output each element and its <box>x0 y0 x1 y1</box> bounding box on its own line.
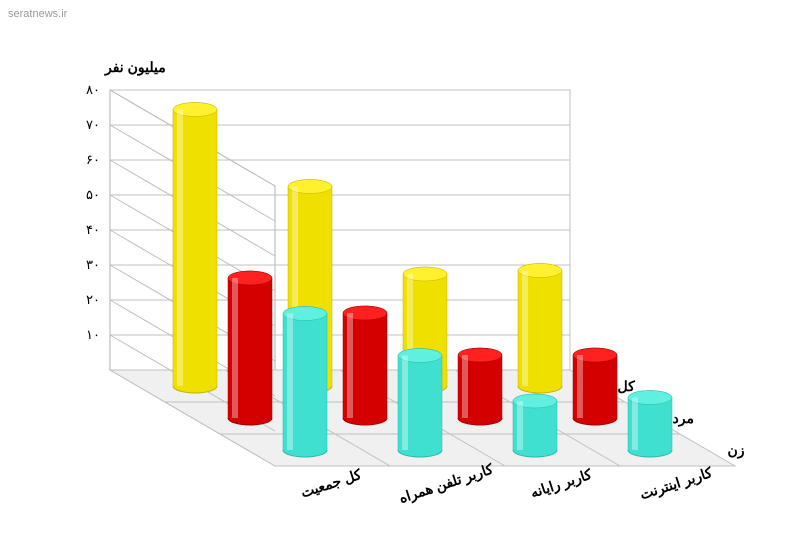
svg-text:۱۰: ۱۰ <box>86 327 100 342</box>
svg-text:۶۰: ۶۰ <box>86 152 100 167</box>
svg-text:۸۰: ۸۰ <box>86 82 100 97</box>
svg-text:مرد: مرد <box>673 410 694 427</box>
svg-text:زن: زن <box>728 442 745 459</box>
watermark: seratnews.ir <box>8 8 67 20</box>
svg-text:۵۰: ۵۰ <box>86 187 100 202</box>
svg-text:کل جمعیت: کل جمعیت <box>299 466 364 501</box>
svg-text:۲۰: ۲۰ <box>86 292 100 307</box>
svg-text:۷۰: ۷۰ <box>86 117 100 132</box>
svg-text:کاربر اینترنت: کاربر اینترنت <box>638 464 715 503</box>
svg-text:۴۰: ۴۰ <box>86 222 100 237</box>
svg-text:۳۰: ۳۰ <box>86 257 100 272</box>
svg-text:کاربر رایانه: کاربر رایانه <box>528 466 594 502</box>
svg-text:میلیون نفر: میلیون نفر <box>104 59 166 76</box>
svg-text:کل: کل <box>618 378 636 394</box>
chart-3d-bar: ۱۰ ۲۰ ۳۰ ۴۰ ۵۰ ۶۰ ۷۰ ۸۰ میلیون نفر کل جمعیت کاربر … <box>60 40 760 530</box>
svg-text:کاربر تلفن همراه: کاربر تلفن همراه <box>397 460 496 506</box>
